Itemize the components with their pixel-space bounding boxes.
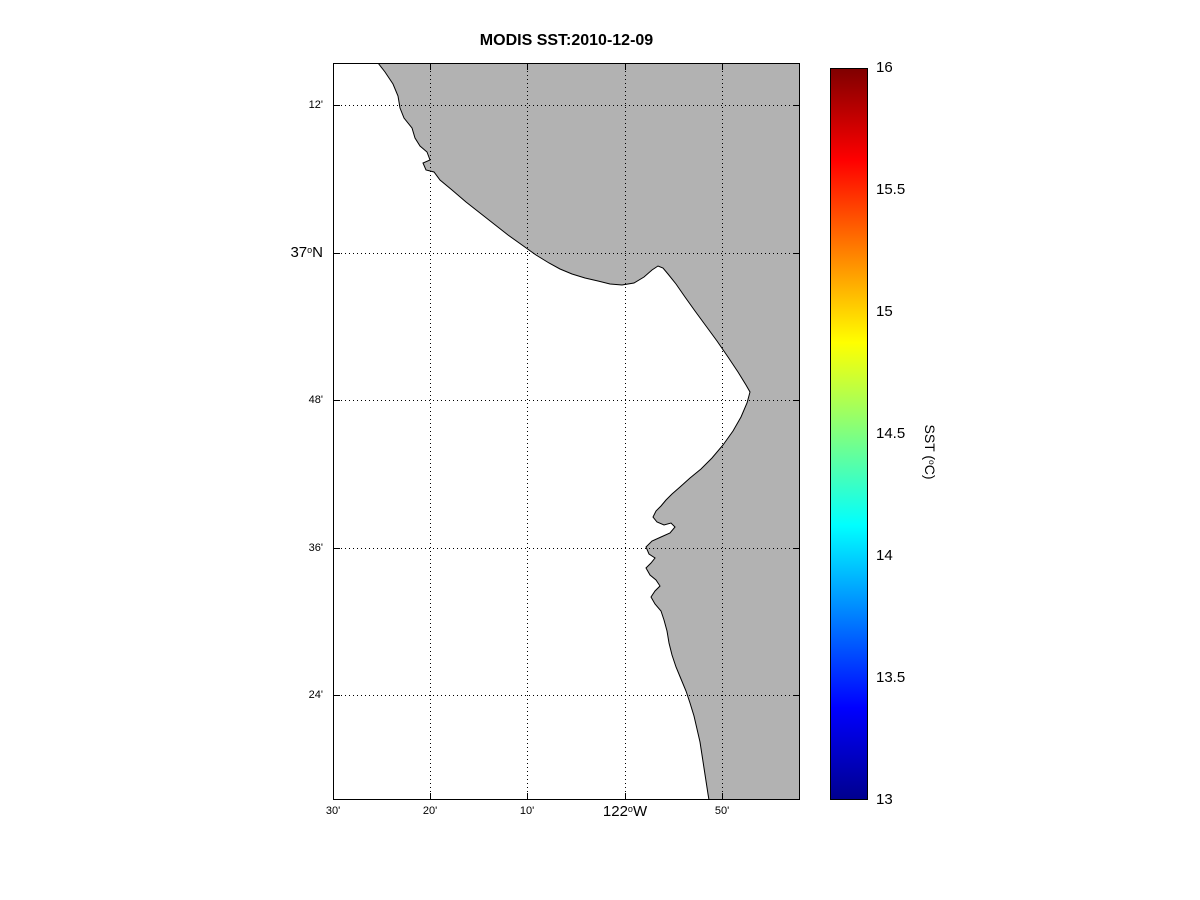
degree-value: 122 <box>602 803 628 820</box>
colorbar <box>830 68 868 800</box>
y-tick-label-12min: 12' <box>308 99 323 111</box>
hemisphere: W <box>632 803 648 820</box>
colorbar-label-unit: C) <box>922 464 938 480</box>
colorbar-tick-13: 13 <box>876 791 893 808</box>
land-region <box>377 63 800 800</box>
x-tick-label-10min: 10' <box>519 805 535 817</box>
degree-superscript: o <box>927 460 938 465</box>
colorbar-tick-14: 14 <box>876 547 893 564</box>
degree-value: 37 <box>290 244 308 261</box>
y-tick-label-36min: 36' <box>308 542 323 554</box>
y-tick-label-48min: 48' <box>308 394 323 406</box>
y-tick-label-24min: 24' <box>308 689 323 701</box>
plot-frame <box>333 63 800 800</box>
x-tick-label-50min: 50' <box>714 805 730 817</box>
degree-superscript: o <box>307 244 313 255</box>
axis-tick-marks <box>333 63 800 800</box>
grid-lines <box>333 63 800 800</box>
y-tick-label-37N: 37oN <box>243 244 323 263</box>
colorbar-tick-16: 16 <box>876 59 893 76</box>
map-plot-area <box>333 63 800 800</box>
colorbar-label-text: SST ( <box>922 424 938 461</box>
colorbar-tick-15-5: 15.5 <box>876 181 906 198</box>
colorbar-label: SST (oC) <box>920 392 940 512</box>
plot-title: MODIS SST:2010-12-09 <box>479 32 654 49</box>
degree-superscript: o <box>627 803 633 814</box>
x-tick-label-20min: 20' <box>422 805 438 817</box>
colorbar-tick-15: 15 <box>876 303 893 320</box>
x-tick-label-122W: 122oW <box>585 803 665 822</box>
hemisphere: N <box>312 244 323 261</box>
map-plot <box>333 63 800 800</box>
x-tick-label-30min: 30' <box>325 805 341 817</box>
colorbar-tick-14-5: 14.5 <box>876 425 906 442</box>
colorbar-tick-13-5: 13.5 <box>876 669 906 686</box>
